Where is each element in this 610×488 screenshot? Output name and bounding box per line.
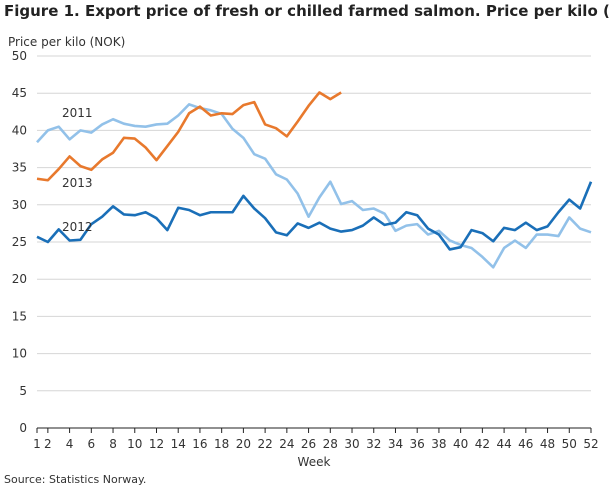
- x-tick-label: 10: [127, 437, 142, 451]
- y-tick-label: 20: [12, 272, 27, 286]
- x-tick-label: 42: [475, 437, 490, 451]
- x-tick-label: 20: [236, 437, 251, 451]
- x-tick-label: 46: [518, 437, 533, 451]
- x-tick-label: 22: [257, 437, 272, 451]
- line-series: [36, 103, 592, 269]
- x-tick-label: 44: [496, 437, 511, 451]
- x-tick-label: 4: [66, 437, 74, 451]
- series-label: 2011: [62, 106, 93, 120]
- x-tick-label: 36: [410, 437, 425, 451]
- y-tick-label: 35: [12, 161, 27, 175]
- series-label: 2013: [62, 176, 93, 190]
- x-tick-label: 18: [214, 437, 229, 451]
- y-tick-label: 10: [12, 347, 27, 361]
- x-tick-label: 50: [562, 437, 577, 451]
- x-tick-label: 14: [171, 437, 186, 451]
- y-tick-label: 40: [12, 123, 27, 137]
- y-axis-label: Price per kilo (NOK): [8, 35, 125, 49]
- x-tick-label: 6: [87, 437, 95, 451]
- x-tick-label: 34: [388, 437, 403, 451]
- x-tick-label: 8: [109, 437, 117, 451]
- x-tick-label: 52: [583, 437, 598, 451]
- line-series: [36, 181, 593, 251]
- x-tick-label: 40: [453, 437, 468, 451]
- series-label: 2012: [62, 220, 93, 234]
- y-tick-label: 5: [19, 384, 27, 398]
- source: Source: Statistics Norway.: [4, 473, 146, 486]
- x-tick-label: 28: [323, 437, 338, 451]
- x-tick-label: 32: [366, 437, 381, 451]
- x-tick-label: 38: [431, 437, 446, 451]
- x-tick-label: 16: [192, 437, 207, 451]
- y-tick-label: 50: [12, 49, 27, 63]
- y-tick-label: 45: [12, 86, 27, 100]
- x-tick-label: 2: [44, 437, 52, 451]
- x-tick-label: 12: [149, 437, 164, 451]
- x-tick-label: 26: [301, 437, 316, 451]
- x-tick-label: 24: [279, 437, 294, 451]
- x-tick-label: 1: [33, 437, 41, 451]
- y-tick-label: 0: [19, 421, 27, 435]
- y-tick-label: 25: [12, 235, 27, 249]
- chart-title: Figure 1. Export price of fresh or chill…: [4, 2, 610, 20]
- y-tick-label: 30: [12, 198, 27, 212]
- x-axis-label: Week: [298, 455, 331, 469]
- x-tick-label: 30: [344, 437, 359, 451]
- y-tick-label: 15: [12, 309, 27, 323]
- line-series: [36, 91, 342, 182]
- x-tick-label: 48: [540, 437, 555, 451]
